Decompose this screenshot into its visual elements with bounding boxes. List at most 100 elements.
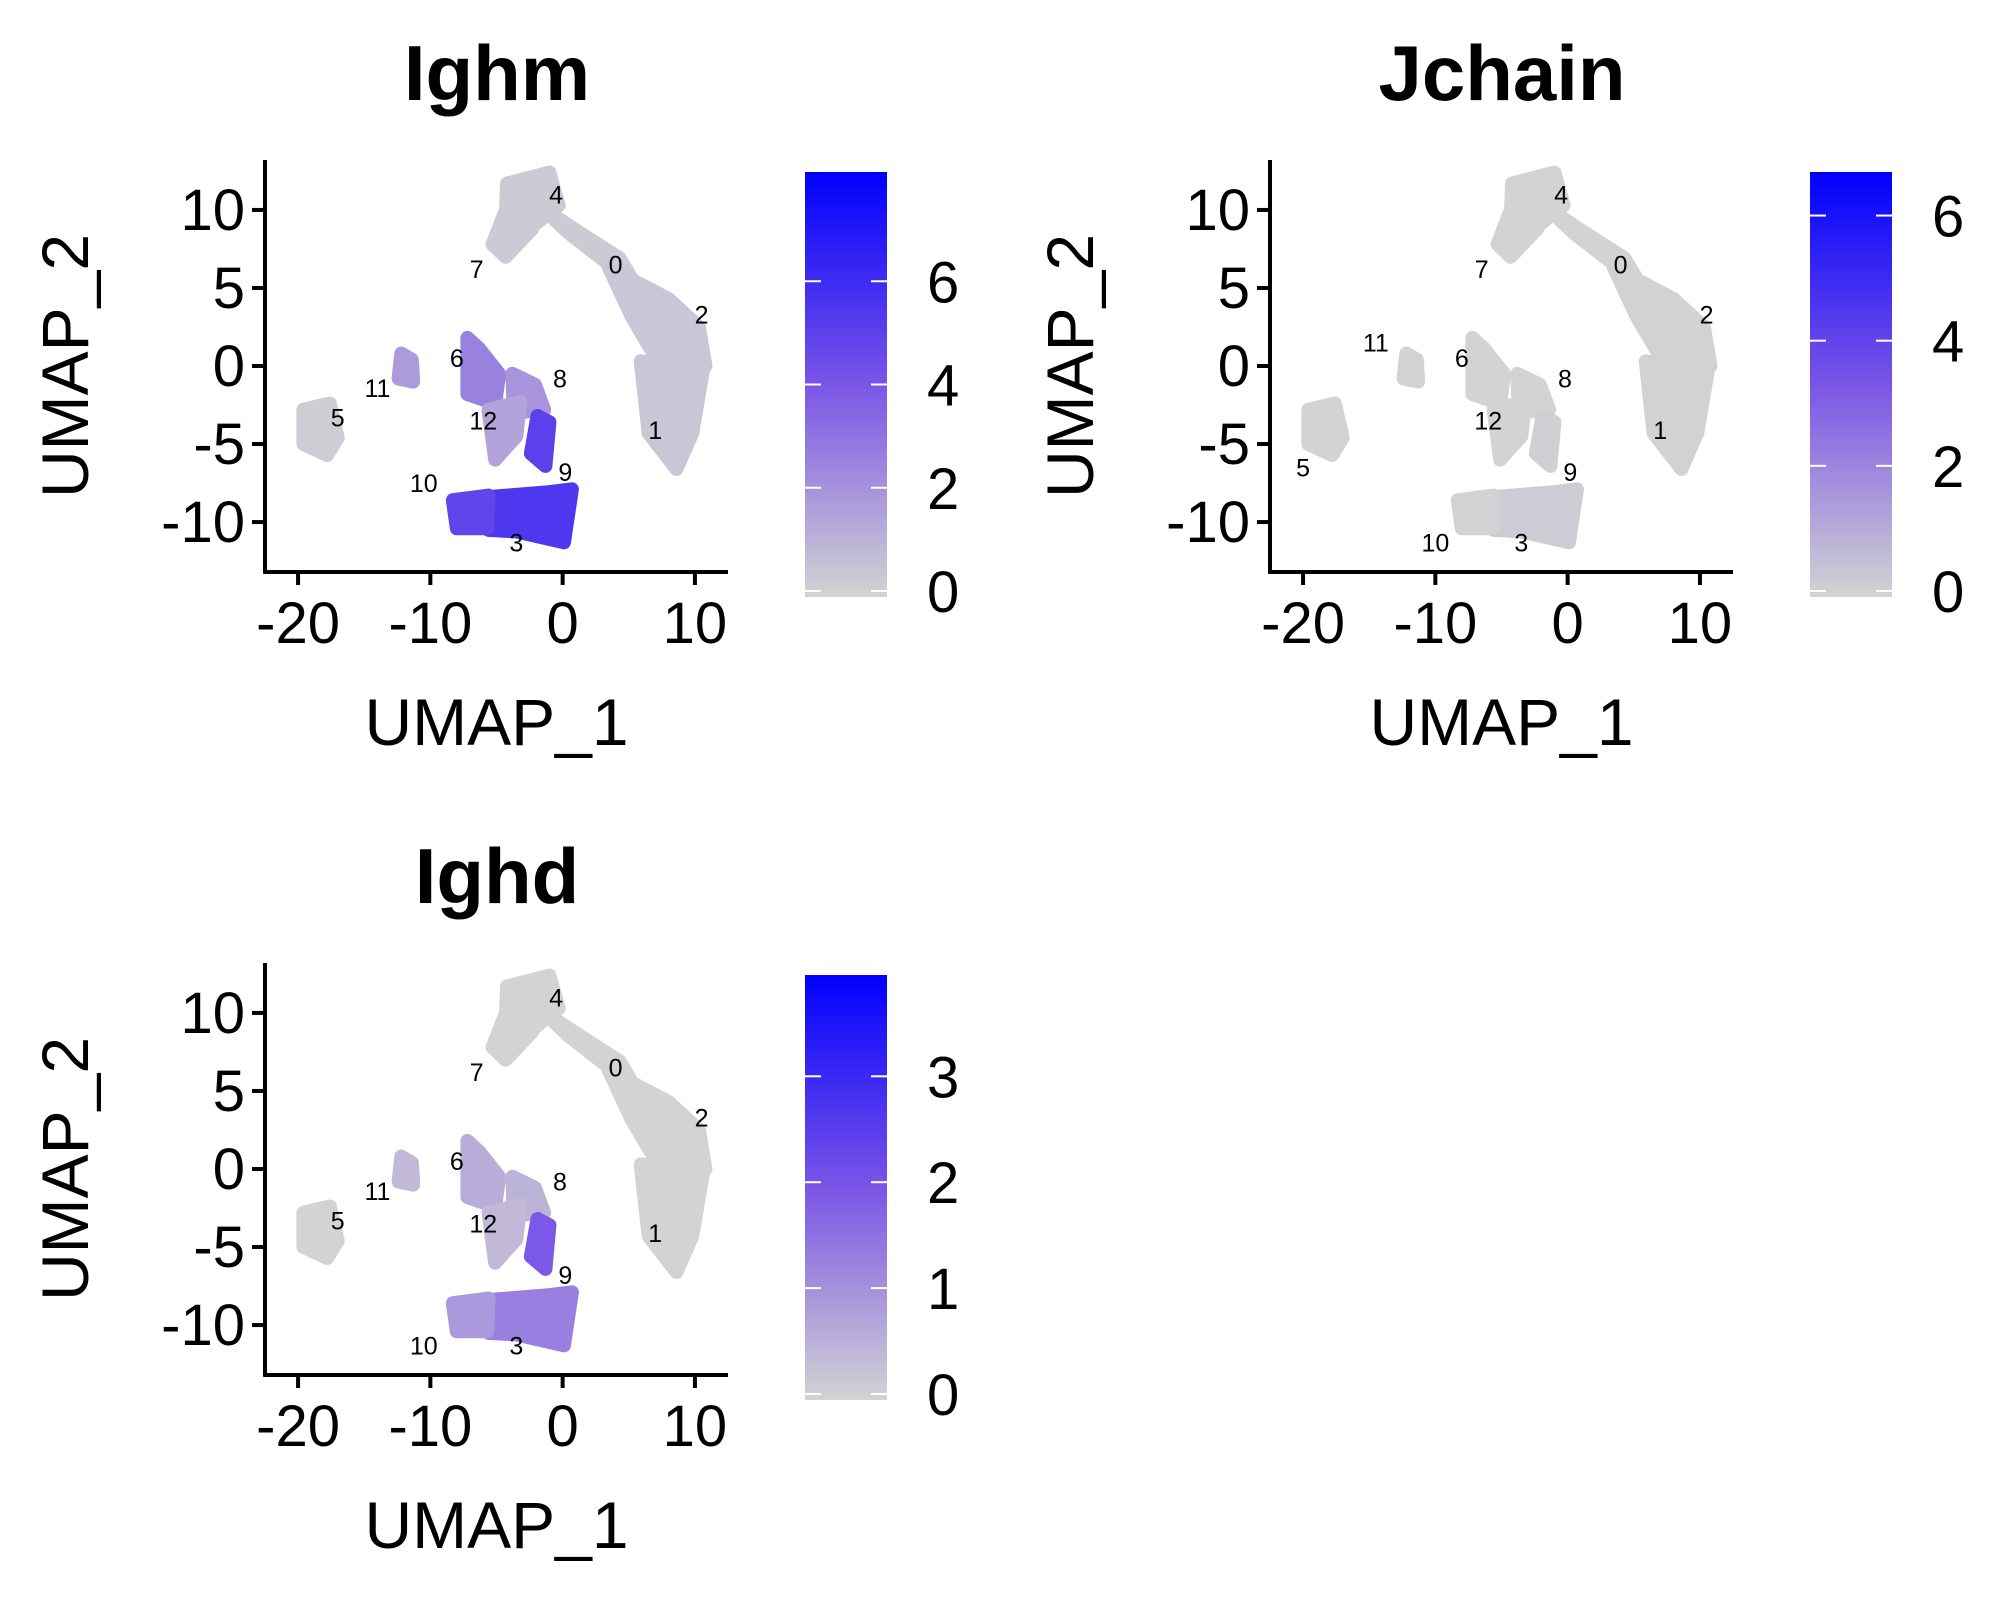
- colorbar: [1810, 172, 1892, 597]
- panel-title: Ighm: [404, 29, 590, 117]
- y-tick-label: 0: [1218, 334, 1250, 399]
- x-tick-label: 0: [547, 1394, 579, 1459]
- cluster-9-points: [1528, 408, 1562, 473]
- y-axis-label: UMAP_2: [1033, 234, 1107, 498]
- cluster-label: 3: [509, 1332, 523, 1360]
- cluster-label: 12: [469, 408, 497, 436]
- x-tick-label: -20: [1261, 591, 1345, 656]
- x-tick-label: 0: [547, 591, 579, 656]
- cluster-5-points: [296, 396, 345, 462]
- y-axis-label: UMAP_2: [28, 234, 102, 498]
- y-tick-label: -10: [161, 490, 245, 555]
- cluster-12-points: [1486, 394, 1533, 467]
- cluster-3-points: [1486, 482, 1584, 550]
- umap-points: [296, 165, 713, 550]
- x-tick-label: 10: [663, 1394, 728, 1459]
- cluster-label: 7: [470, 256, 484, 284]
- colorbar-tick-label: 2: [927, 457, 959, 522]
- cluster-label: 10: [1421, 529, 1449, 557]
- cluster-label: 0: [609, 1055, 623, 1083]
- cluster-label: 0: [1614, 252, 1628, 280]
- cluster-label: 11: [1363, 330, 1389, 358]
- y-tick-label: 10: [180, 178, 245, 243]
- y-tick-label: 5: [1218, 256, 1250, 321]
- y-tick-label: 0: [213, 1137, 245, 1202]
- x-axis-label: UMAP_1: [1369, 685, 1633, 759]
- cluster-5-points: [296, 1199, 345, 1265]
- y-tick-label: -10: [161, 1293, 245, 1358]
- cluster-label: 2: [695, 302, 709, 330]
- cluster-1-points: [633, 1157, 710, 1279]
- cluster-label: 5: [331, 1208, 345, 1236]
- x-tick-label: -10: [388, 591, 472, 656]
- cluster-label: 2: [1700, 302, 1714, 330]
- colorbar-tick-label: 1: [927, 1257, 959, 1322]
- y-tick-label: -5: [1198, 412, 1250, 477]
- colorbar-tick-label: 4: [927, 354, 959, 419]
- x-tick-label: 0: [1552, 591, 1584, 656]
- cluster-6-points: [460, 330, 507, 411]
- cluster-1-points: [633, 354, 710, 476]
- cluster-label: 10: [410, 1332, 438, 1360]
- cluster-label: 8: [1558, 365, 1572, 393]
- cluster-label: 10: [410, 470, 438, 498]
- cluster-label: 6: [450, 345, 464, 373]
- cluster-label: 11: [364, 375, 390, 403]
- cluster-label: 12: [1474, 408, 1502, 436]
- cluster-2-points: [601, 1063, 713, 1176]
- cluster-label: 2: [695, 1105, 709, 1133]
- x-tick-label: -10: [1393, 591, 1477, 656]
- cluster-2-points: [601, 260, 713, 373]
- cluster-label: 6: [450, 1148, 464, 1176]
- cluster-7-points: [485, 199, 540, 264]
- cluster-label: 11: [364, 1178, 390, 1206]
- colorbar-tick-label: 3: [927, 1045, 959, 1110]
- cluster-10-points: [445, 488, 496, 536]
- cluster-label: 1: [1653, 417, 1667, 445]
- cluster-label: 7: [470, 1059, 484, 1087]
- x-axis-label: UMAP_1: [364, 1488, 628, 1562]
- cluster-12-points: [481, 1197, 528, 1270]
- cluster-label: 12: [469, 1211, 497, 1239]
- cluster-11-points: [391, 346, 421, 389]
- y-tick-label: 5: [213, 256, 245, 321]
- cluster-10-points: [1450, 488, 1501, 536]
- cluster-label: 9: [558, 1262, 572, 1290]
- cluster-label: 3: [509, 529, 523, 557]
- cluster-7-points: [1490, 199, 1545, 264]
- y-tick-label: 10: [180, 981, 245, 1046]
- cluster-label: 5: [1296, 454, 1310, 482]
- y-tick-label: 0: [213, 334, 245, 399]
- panel-title: Ighd: [415, 832, 580, 920]
- colorbar-tick-label: 0: [927, 1363, 959, 1428]
- x-tick-label: -20: [256, 1394, 340, 1459]
- cluster-10-points: [445, 1291, 496, 1339]
- colorbar: [805, 975, 887, 1400]
- cluster-11-points: [1396, 346, 1426, 389]
- x-axis-label: UMAP_1: [364, 685, 628, 759]
- colorbar-tick-label: 0: [927, 560, 959, 625]
- cluster-5-points: [1301, 396, 1350, 462]
- cluster-11-points: [391, 1149, 421, 1192]
- cluster-9-points: [523, 408, 557, 473]
- cluster-3-points: [481, 1285, 579, 1353]
- colorbar-tick-label: 6: [927, 250, 959, 315]
- umap-points: [1301, 165, 1718, 550]
- cluster-label: 4: [549, 181, 563, 209]
- cluster-1-points: [1638, 354, 1715, 476]
- cluster-label: 5: [331, 405, 345, 433]
- y-tick-label: -5: [193, 1215, 245, 1280]
- y-axis-label: UMAP_2: [28, 1037, 102, 1301]
- cluster-label: 0: [609, 252, 623, 280]
- cluster-label: 6: [1455, 345, 1469, 373]
- y-tick-label: -5: [193, 412, 245, 477]
- cluster-label: 9: [558, 459, 572, 487]
- cluster-label: 1: [648, 417, 662, 445]
- cluster-6-points: [460, 1133, 507, 1214]
- colorbar-tick-label: 6: [1932, 185, 1964, 250]
- umap-points: [296, 968, 713, 1353]
- cluster-label: 3: [1514, 529, 1528, 557]
- colorbar-tick-label: 2: [1932, 435, 1964, 500]
